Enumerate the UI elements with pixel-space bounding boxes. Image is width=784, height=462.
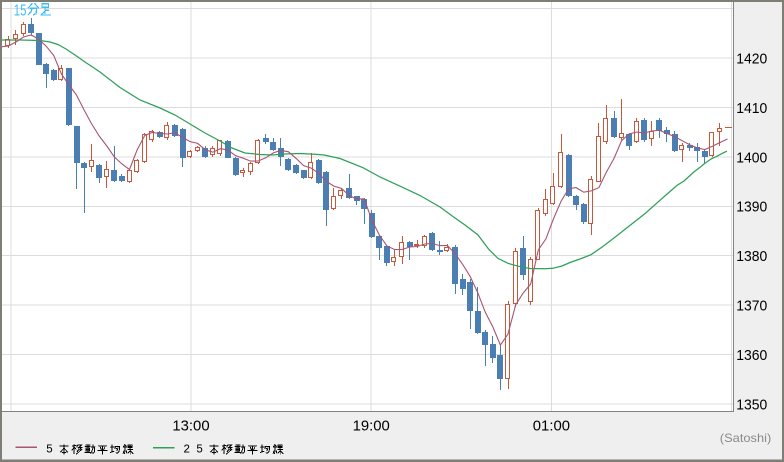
svg-text:1370: 1370	[736, 298, 767, 315]
svg-text:1420: 1420	[736, 50, 767, 67]
svg-text:1350: 1350	[736, 396, 767, 413]
svg-text:1380: 1380	[736, 248, 767, 265]
svg-text:19:00: 19:00	[353, 417, 390, 434]
svg-text:15: 15	[14, 2, 27, 19]
svg-text:2: 2	[183, 444, 190, 457]
svg-text:1400: 1400	[736, 149, 767, 166]
svg-text:1360: 1360	[736, 347, 767, 364]
svg-text:13:00: 13:00	[172, 417, 209, 434]
svg-text:01:00: 01:00	[533, 417, 570, 434]
svg-text:(Satoshi): (Satoshi)	[720, 431, 772, 445]
svg-text:5: 5	[196, 444, 203, 457]
svg-text:1390: 1390	[736, 199, 767, 216]
svg-text:1410: 1410	[736, 100, 767, 117]
svg-text:5: 5	[46, 444, 53, 457]
